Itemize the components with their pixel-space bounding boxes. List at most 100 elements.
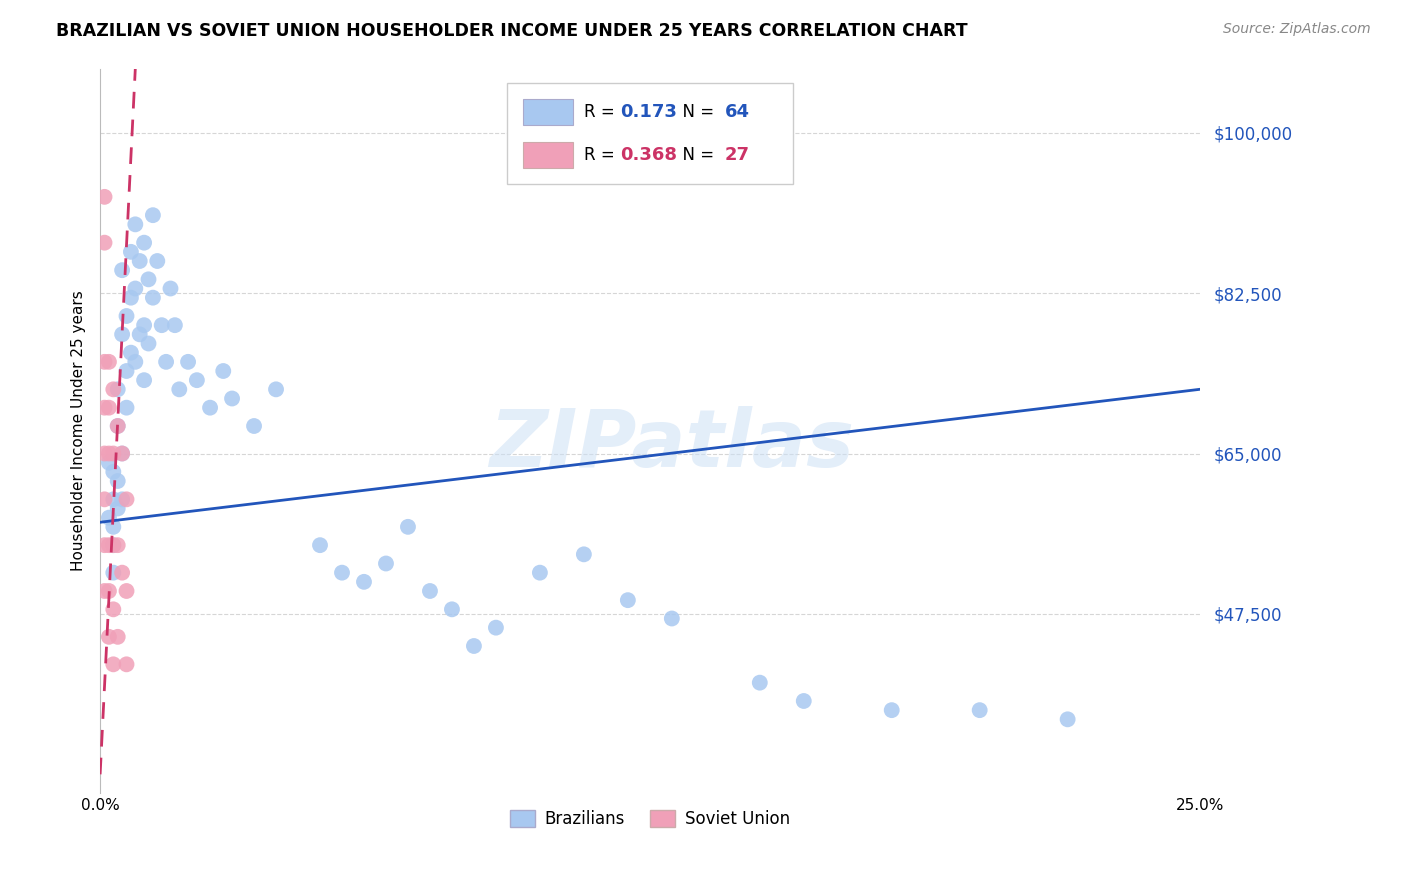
Point xyxy=(103,446,125,460)
Text: 0.368: 0.368 xyxy=(620,146,678,164)
Point xyxy=(132,318,155,333)
Point xyxy=(115,401,138,415)
Point xyxy=(93,538,115,552)
Point xyxy=(103,520,125,534)
Point xyxy=(748,675,770,690)
Text: 64: 64 xyxy=(724,103,749,121)
Point xyxy=(103,382,125,396)
Point xyxy=(128,327,150,342)
Point xyxy=(353,574,375,589)
Point xyxy=(107,474,129,488)
Point xyxy=(163,318,186,333)
Text: BRAZILIAN VS SOVIET UNION HOUSEHOLDER INCOME UNDER 25 YEARS CORRELATION CHART: BRAZILIAN VS SOVIET UNION HOUSEHOLDER IN… xyxy=(56,22,967,40)
Point xyxy=(146,254,169,268)
Point xyxy=(107,630,129,644)
Point xyxy=(103,566,125,580)
Point xyxy=(97,456,120,470)
Point xyxy=(198,401,221,415)
Point xyxy=(128,254,150,268)
Y-axis label: Householder Income Under 25 years: Householder Income Under 25 years xyxy=(72,290,86,571)
Legend: Brazilians, Soviet Union: Brazilians, Soviet Union xyxy=(503,804,797,835)
Point xyxy=(264,382,287,396)
Point xyxy=(103,602,125,616)
Point xyxy=(103,538,125,552)
Point xyxy=(375,557,398,571)
Point xyxy=(103,465,125,479)
Point xyxy=(243,419,266,434)
Point xyxy=(97,510,120,524)
Point xyxy=(124,218,146,232)
Point xyxy=(138,336,160,351)
Point xyxy=(97,401,120,415)
Point xyxy=(115,584,138,599)
Point xyxy=(115,492,138,507)
Point xyxy=(142,291,165,305)
Point xyxy=(330,566,353,580)
Point xyxy=(880,703,903,717)
Point xyxy=(485,621,508,635)
Text: 0.173: 0.173 xyxy=(620,103,678,121)
Point xyxy=(115,657,138,672)
Text: ZIPatlas: ZIPatlas xyxy=(489,406,855,484)
Point xyxy=(115,309,138,323)
Point xyxy=(115,364,138,378)
Point xyxy=(111,566,134,580)
Point xyxy=(107,501,129,516)
Point xyxy=(132,373,155,387)
Point xyxy=(572,547,595,561)
FancyBboxPatch shape xyxy=(523,143,572,169)
Point xyxy=(309,538,332,552)
Point xyxy=(93,401,115,415)
Point xyxy=(97,584,120,599)
Point xyxy=(169,382,191,396)
Point xyxy=(111,446,134,460)
Point xyxy=(93,355,115,369)
Point xyxy=(103,538,125,552)
Point xyxy=(221,392,243,406)
Point xyxy=(419,584,441,599)
Point xyxy=(93,235,115,250)
Text: R =: R = xyxy=(583,146,620,164)
Text: N =: N = xyxy=(672,146,720,164)
Point xyxy=(150,318,173,333)
Point xyxy=(132,235,155,250)
Point xyxy=(111,263,134,277)
Point xyxy=(97,630,120,644)
Point xyxy=(93,190,115,204)
Point xyxy=(186,373,208,387)
Point xyxy=(107,419,129,434)
FancyBboxPatch shape xyxy=(523,99,572,125)
Point xyxy=(1056,712,1078,726)
Point xyxy=(107,419,129,434)
Point xyxy=(661,611,683,625)
Point xyxy=(138,272,160,286)
Point xyxy=(396,520,419,534)
Point xyxy=(103,657,125,672)
Point xyxy=(97,446,120,460)
FancyBboxPatch shape xyxy=(508,83,793,185)
Point xyxy=(93,446,115,460)
Point xyxy=(107,538,129,552)
Point xyxy=(111,492,134,507)
Text: R =: R = xyxy=(583,103,620,121)
Point xyxy=(212,364,235,378)
Point xyxy=(529,566,551,580)
Point xyxy=(120,345,142,359)
Point xyxy=(120,291,142,305)
Point xyxy=(124,355,146,369)
Point xyxy=(111,327,134,342)
Point xyxy=(159,281,181,295)
Point xyxy=(93,584,115,599)
Text: Source: ZipAtlas.com: Source: ZipAtlas.com xyxy=(1223,22,1371,37)
Point xyxy=(111,446,134,460)
Text: 27: 27 xyxy=(724,146,749,164)
Point xyxy=(124,281,146,295)
Point xyxy=(93,492,115,507)
Point xyxy=(97,355,120,369)
Point xyxy=(103,492,125,507)
Point xyxy=(97,538,120,552)
Point xyxy=(793,694,815,708)
Point xyxy=(120,244,142,259)
Point xyxy=(463,639,485,653)
Point xyxy=(177,355,200,369)
